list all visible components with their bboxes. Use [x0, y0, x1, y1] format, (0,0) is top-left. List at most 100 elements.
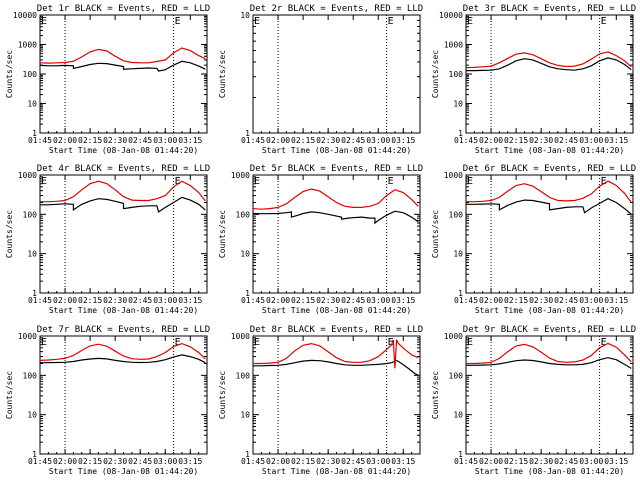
x-tick-label: 02:00: [479, 457, 503, 466]
x-tick-label: 02:45: [554, 457, 578, 466]
x-tick-label: 03:15: [178, 457, 202, 466]
series-line-lld: [466, 342, 632, 365]
x-axis-label: Start Time (08-Jan-08 01:44:20): [475, 306, 624, 315]
x-tick-label: 02:00: [479, 136, 503, 145]
plot-frame: [39, 14, 208, 134]
x-tick-label: 02:30: [316, 457, 340, 466]
panel-det-3: Det 3r BLACK = Events, RED = LLD Counts/s…: [431, 4, 636, 155]
event-marker: E: [41, 16, 47, 27]
x-tick-label: 02:00: [53, 136, 77, 145]
y-tick-label: 1: [458, 289, 463, 298]
x-axis-label: Start Time (08-Jan-08 01:44:20): [475, 467, 624, 476]
x-tick-label: 01:45: [28, 136, 52, 145]
x-tick-label: 02:00: [266, 136, 290, 145]
y-tick-label: 1000: [444, 41, 463, 50]
x-tick-label: 01:45: [241, 296, 265, 305]
plot-frame: [465, 14, 634, 134]
y-tick-label: 100: [449, 371, 464, 380]
y-tick-label: 1000: [231, 171, 250, 180]
panel-title: Det 1r BLACK = Events, RED = LLD: [37, 4, 210, 14]
panel-det-7: Det 7r BLACK = Events, RED = LLD Counts/s…: [5, 325, 210, 476]
y-tick-label: 10000: [13, 11, 37, 20]
series-line-events: [252, 210, 419, 225]
x-axis-label: Start Time (08-Jan-08 01:44:20): [262, 306, 411, 315]
y-tick-label: 100: [449, 210, 464, 219]
event-marker: E: [388, 176, 394, 187]
x-tick-label: 02:30: [316, 296, 340, 305]
y-tick-label: 1: [32, 289, 37, 298]
plot-frame: [252, 335, 421, 455]
series-line-events: [39, 60, 206, 72]
x-tick-label: 02:00: [53, 457, 77, 466]
series-line-lld: [39, 342, 206, 361]
panel-det-8: Det 8r BLACK = Events, RED = LLD Counts/s…: [218, 325, 423, 476]
x-tick-label: 03:00: [153, 296, 177, 305]
event-marker: E: [388, 337, 394, 348]
series-line-lld: [39, 47, 206, 64]
y-tick-label: 1: [245, 450, 250, 459]
y-tick-label: 10: [27, 411, 37, 420]
x-tick-label: 02:15: [504, 296, 528, 305]
plot-frame: [39, 174, 208, 294]
x-tick-label: 02:30: [529, 296, 553, 305]
y-tick-label: 10: [453, 250, 463, 259]
x-tick-label: 01:45: [241, 136, 265, 145]
panel-title: Det 4r BLACK = Events, RED = LLD: [37, 164, 210, 174]
x-tick-label: 03:00: [579, 136, 603, 145]
x-axis-label: Start Time (08-Jan-08 01:44:20): [49, 306, 198, 315]
event-marker: E: [254, 16, 260, 27]
y-tick-label: 10: [240, 11, 250, 20]
y-axis-label: Counts/sec: [218, 210, 227, 258]
y-tick-label: 1000: [444, 332, 463, 341]
x-tick-label: 02:45: [128, 457, 152, 466]
y-axis-label: Counts/sec: [218, 50, 227, 98]
y-tick-label: 1: [245, 129, 250, 138]
panel-det-9: Det 9r BLACK = Events, RED = LLD Counts/s…: [431, 325, 636, 476]
event-marker: E: [467, 337, 473, 348]
y-tick-label: 100: [23, 70, 38, 79]
event-marker: E: [175, 176, 181, 187]
event-marker: E: [601, 337, 607, 348]
y-tick-label: 100: [236, 210, 251, 219]
y-axis-label: Counts/sec: [431, 50, 440, 98]
y-axis-label: Counts/sec: [5, 371, 14, 419]
x-tick-label: 03:15: [178, 296, 202, 305]
x-tick-label: 02:45: [341, 296, 365, 305]
panel-title: Det 6r BLACK = Events, RED = LLD: [463, 164, 636, 174]
panel-det-2: Det 2r BLACK = Events, RED = LLD Counts/s…: [218, 4, 423, 155]
y-tick-label: 1: [32, 450, 37, 459]
x-tick-label: 02:45: [341, 136, 365, 145]
y-axis-label: Counts/sec: [218, 371, 227, 419]
x-tick-label: 02:15: [291, 136, 315, 145]
y-tick-label: 1000: [18, 332, 37, 341]
y-tick-label: 10: [453, 411, 463, 420]
x-tick-label: 03:00: [579, 296, 603, 305]
event-marker: E: [41, 337, 47, 348]
event-marker: E: [467, 16, 473, 27]
event-marker: E: [467, 176, 473, 187]
x-tick-label: 02:30: [103, 136, 127, 145]
x-tick-label: 02:15: [504, 457, 528, 466]
x-tick-label: 03:00: [153, 136, 177, 145]
y-tick-label: 10000: [439, 11, 463, 20]
x-tick-label: 03:15: [178, 136, 202, 145]
x-tick-label: 02:30: [103, 296, 127, 305]
event-marker: E: [601, 176, 607, 187]
x-tick-label: 02:15: [291, 457, 315, 466]
y-axis-label: Counts/sec: [431, 210, 440, 258]
panel-title: Det 5r BLACK = Events, RED = LLD: [250, 164, 423, 174]
x-tick-label: 02:30: [529, 457, 553, 466]
x-tick-label: 02:45: [554, 296, 578, 305]
x-tick-label: 01:45: [28, 457, 52, 466]
plot-frame: [465, 335, 634, 455]
y-tick-label: 10: [453, 100, 463, 109]
x-tick-label: 02:00: [266, 296, 290, 305]
x-tick-label: 01:45: [241, 457, 265, 466]
series-line-events: [466, 57, 632, 72]
x-tick-label: 03:15: [391, 457, 415, 466]
y-tick-label: 1000: [18, 171, 37, 180]
panel-det-4: Det 4r BLACK = Events, RED = LLD Counts/s…: [5, 164, 210, 315]
y-tick-label: 10: [27, 100, 37, 109]
x-tick-label: 02:00: [479, 296, 503, 305]
event-marker: E: [41, 176, 47, 187]
